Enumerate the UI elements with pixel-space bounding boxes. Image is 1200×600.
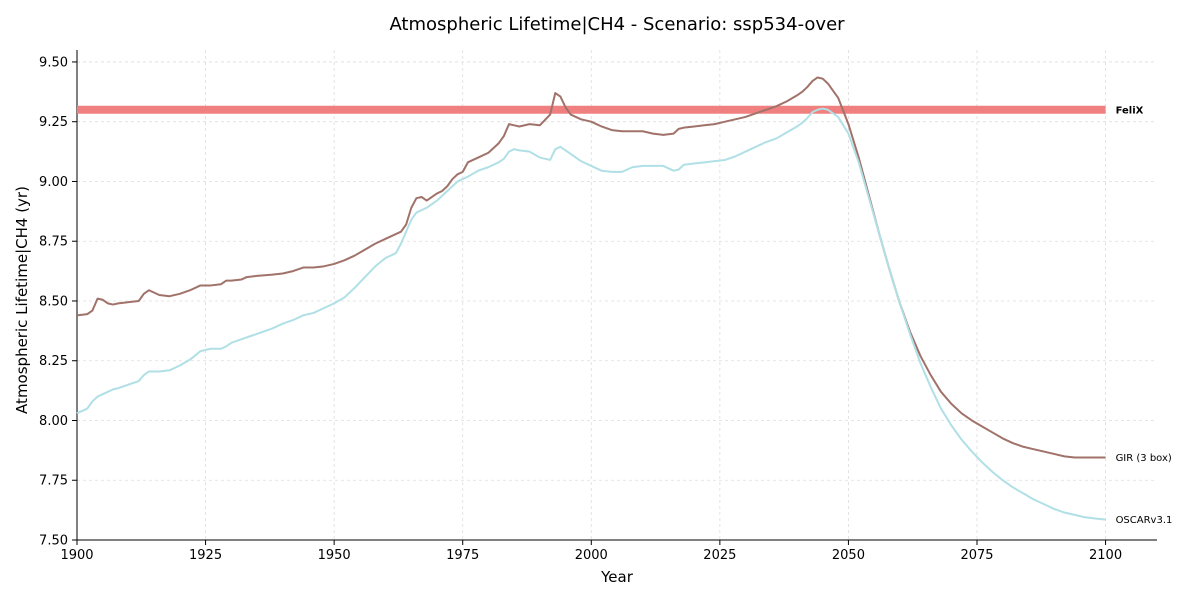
series-label: GIR (3 box) <box>1116 453 1172 464</box>
series-label: FeliX <box>1116 105 1144 116</box>
x-tick-label: 1900 <box>60 548 93 563</box>
x-tick-label: 2000 <box>575 548 608 563</box>
x-tick-label: 2025 <box>703 548 736 563</box>
y-tick-label: 7.75 <box>39 474 68 489</box>
y-tick-label: 8.00 <box>39 414 68 429</box>
y-tick-label: 7.50 <box>39 534 68 549</box>
axes: 1900 1925 1950 1975 2000 2025 2050 2075 2100 7.50… <box>39 50 1157 563</box>
y-tick-label: 8.75 <box>39 235 68 250</box>
y-tick-label: 8.25 <box>39 354 68 369</box>
grid <box>76 50 1157 541</box>
y-tick-label: 8.50 <box>39 294 68 309</box>
y-tick-label: 9.25 <box>39 115 68 130</box>
x-tick-label: 1950 <box>318 548 351 563</box>
y-tick-label: 9.50 <box>39 55 68 70</box>
x-tick-label: 1975 <box>446 548 479 563</box>
y-axis-label: Atmospheric Lifetime|CH4 (yr) <box>13 186 31 414</box>
x-tick-label: 1925 <box>189 548 222 563</box>
series-line-oscarv3-1 <box>76 107 1106 521</box>
chart-title: Atmospheric Lifetime|CH4 - Scenario: ssp… <box>389 14 845 35</box>
y-tick-label: 9.00 <box>39 175 68 190</box>
x-tick-label: 2075 <box>960 548 993 563</box>
series-group <box>76 76 1106 521</box>
x-axis-label: Year <box>600 568 634 586</box>
series-label: OSCARv3.1 <box>1116 515 1173 526</box>
x-tick-label: 2050 <box>832 548 865 563</box>
series-labels: FeliX GIR (3 box) OSCARv3.1 <box>1116 105 1173 526</box>
x-tick-label: 2100 <box>1089 548 1122 563</box>
